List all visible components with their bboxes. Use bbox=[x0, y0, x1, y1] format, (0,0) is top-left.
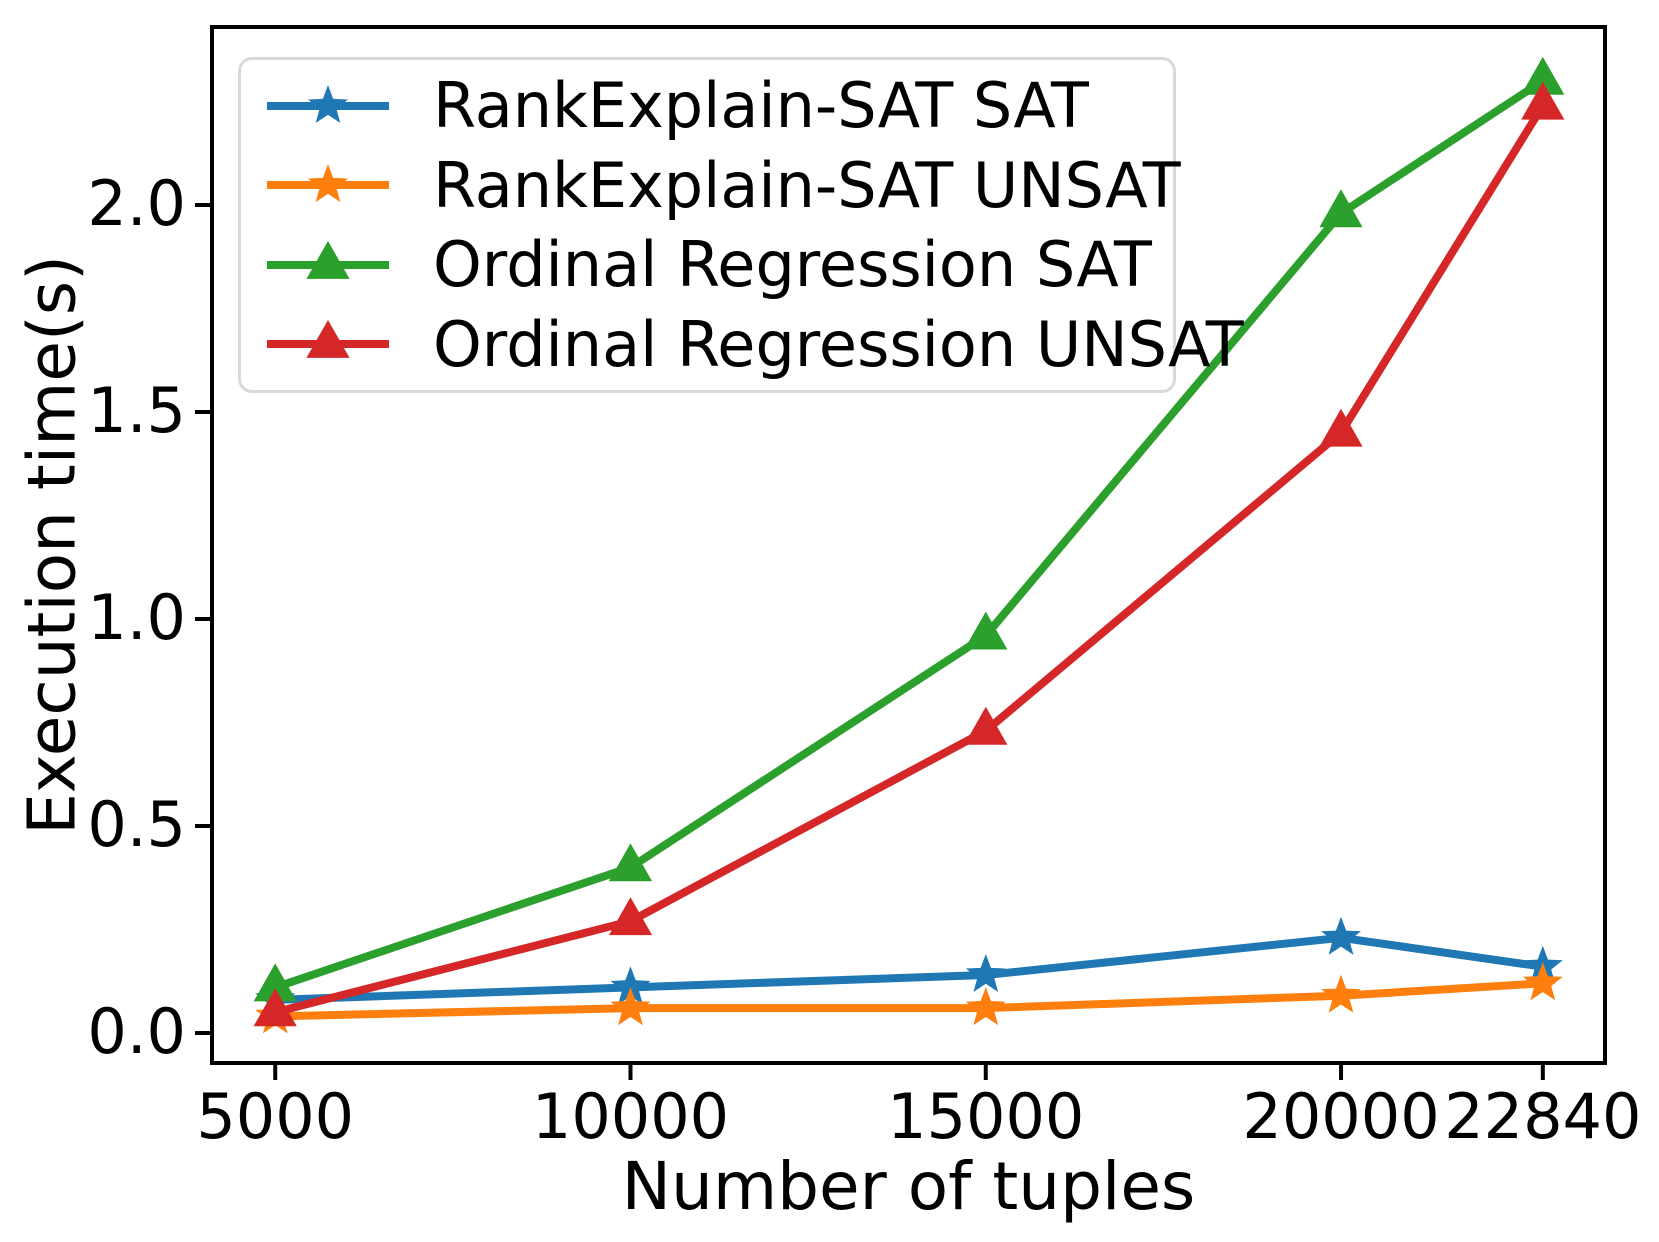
x-tick-label: 5000 bbox=[196, 1080, 355, 1153]
star-marker-icon bbox=[267, 164, 389, 203]
triangle-marker-icon bbox=[253, 988, 297, 1027]
legend-label: Ordinal Regression SAT bbox=[433, 228, 1152, 302]
y-tick-label: 1.5 bbox=[87, 373, 186, 447]
triangle-marker-icon bbox=[608, 843, 653, 882]
star-marker-icon bbox=[1321, 974, 1361, 1013]
triangle-marker-icon bbox=[267, 240, 389, 279]
star-marker-icon bbox=[965, 987, 1006, 1026]
triangle-marker-icon bbox=[964, 706, 1008, 745]
triangle-marker-icon bbox=[1319, 408, 1363, 447]
star-marker-icon bbox=[308, 84, 348, 123]
triangle-marker-icon bbox=[608, 897, 653, 936]
y-tick-label: 2.0 bbox=[87, 166, 186, 240]
axes-frame bbox=[210, 25, 1607, 1065]
star-marker-icon bbox=[1522, 962, 1563, 1001]
triangle-marker-icon bbox=[306, 320, 350, 359]
triangle-marker-icon bbox=[1521, 81, 1565, 120]
x-tick-label: 10000 bbox=[531, 1080, 730, 1153]
legend-item: RankExplain-SAT UNSAT bbox=[263, 147, 1181, 223]
x-tick-label: 20000 bbox=[1242, 1080, 1440, 1153]
star-marker-icon bbox=[308, 164, 348, 203]
y-axis-label: Execution time(s) bbox=[13, 255, 91, 835]
triangle-marker-icon bbox=[964, 611, 1008, 650]
x-axis-label: Number of tuples bbox=[621, 1148, 1196, 1225]
legend-item: RankExplain-SAT SAT bbox=[263, 68, 1173, 144]
star-marker-icon bbox=[1321, 916, 1361, 955]
triangle-marker-icon bbox=[1319, 189, 1363, 228]
y-tick-label: 1.0 bbox=[87, 580, 186, 654]
legend-label: Ordinal Regression UNSAT bbox=[433, 307, 1244, 381]
star-marker-icon bbox=[610, 966, 651, 1005]
star-marker-icon bbox=[610, 987, 651, 1026]
y-tick-label: 0.0 bbox=[87, 994, 186, 1068]
star-marker-icon bbox=[267, 84, 389, 123]
x-tick-label: 15000 bbox=[887, 1080, 1085, 1153]
triangle-marker-icon bbox=[267, 320, 389, 359]
triangle-marker-icon bbox=[1521, 56, 1565, 95]
legend-label: RankExplain-SAT UNSAT bbox=[433, 148, 1181, 222]
legend-label: RankExplain-SAT SAT bbox=[433, 69, 1089, 143]
y-tick-label: 0.5 bbox=[87, 787, 186, 861]
legend-item: Ordinal Regression UNSAT bbox=[263, 306, 1244, 382]
legend: RankExplain-SAT SAT RankExplain-SAT UNSA… bbox=[238, 57, 1244, 393]
triangle-marker-icon bbox=[306, 240, 350, 279]
triangle-marker-icon bbox=[253, 963, 297, 1002]
star-marker-icon bbox=[965, 954, 1006, 992]
legend-item: Ordinal Regression SAT bbox=[263, 227, 1173, 303]
x-tick-label: 22840 bbox=[1444, 1080, 1642, 1153]
